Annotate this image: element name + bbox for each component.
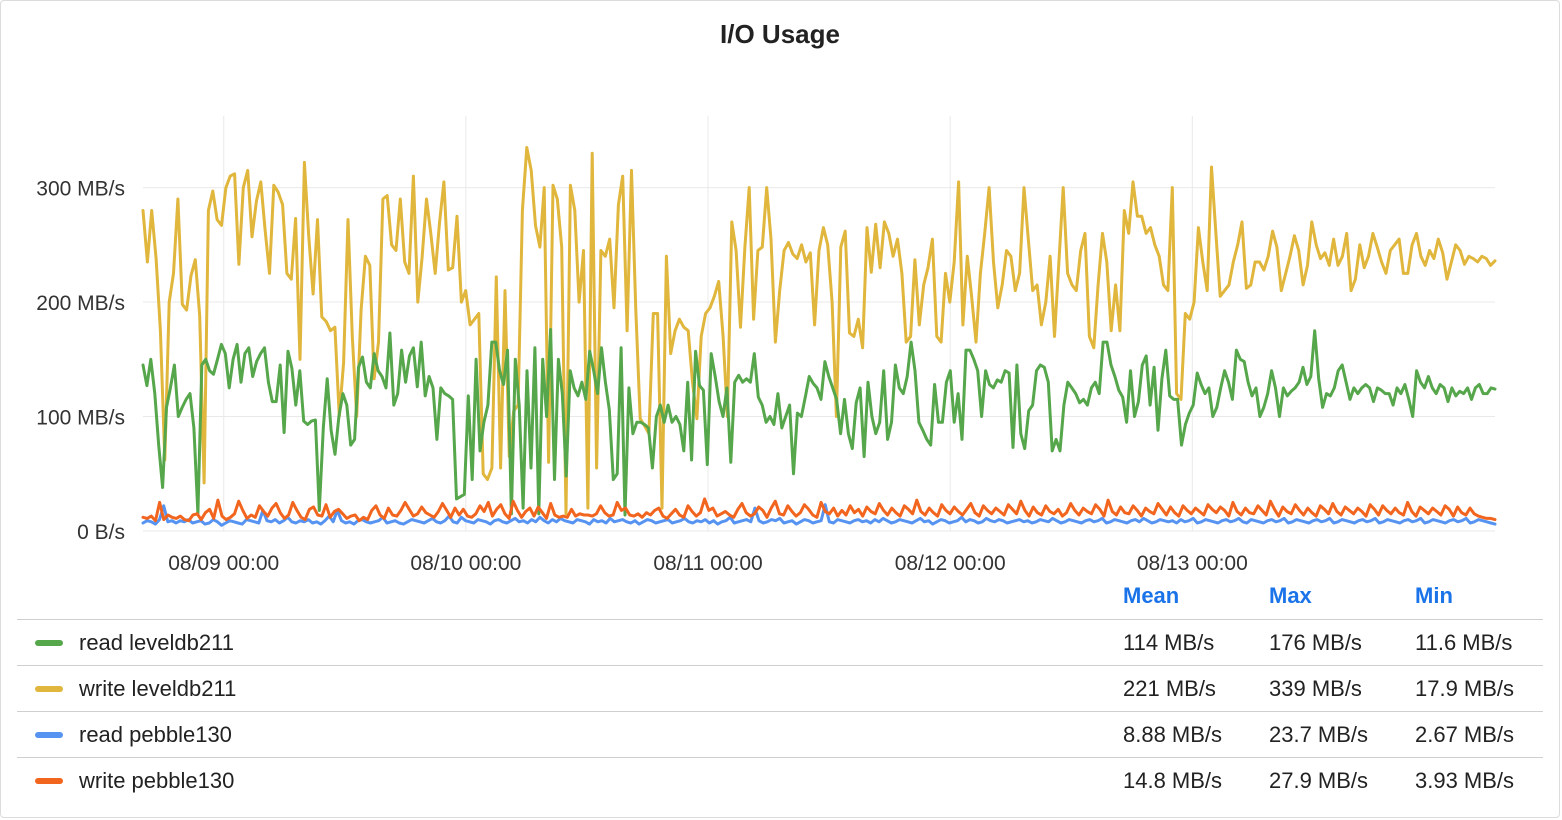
x-tick-label: 08/09 00:00 [168, 552, 279, 575]
legend-col-mean[interactable]: Mean [1123, 583, 1180, 608]
legend-row-write-leveldb211[interactable]: write leveldb211 221 MB/s 339 MB/s 17.9 … [17, 665, 1543, 711]
legend-row-read-pebble130[interactable]: read pebble130 8.88 MB/s 23.7 MB/s 2.67 … [17, 711, 1543, 757]
legend-max-value: 23.7 MB/s [1269, 722, 1369, 747]
legend-row-read-leveldb211[interactable]: read leveldb211 114 MB/s 176 MB/s 11.6 M… [17, 619, 1543, 665]
legend-col-min[interactable]: Min [1415, 583, 1453, 608]
legend-max-value: 27.9 MB/s [1269, 768, 1369, 793]
series-line-read-leveldb211[interactable] [141, 328, 1497, 517]
horizontal-gridlines [143, 187, 1495, 532]
legend-mean-value: 14.8 MB/s [1123, 768, 1223, 793]
series-line-write-pebble130[interactable] [141, 497, 1497, 523]
legend-swatch-write-pebble130 [35, 778, 63, 784]
legend-swatch-read-leveldb211 [35, 640, 63, 646]
line-chart: 0 B/s 100 MB/s 200 MB/s 300 MB/s 08/09 00:0… [36, 116, 1497, 575]
y-tick-label: 100 MB/s [36, 407, 125, 430]
legend-table: Mean Max Min read leveldb211 114 MB/s 17… [17, 579, 1543, 803]
chart-title: I/O Usage [720, 19, 840, 49]
x-tick-label: 08/10 00:00 [410, 552, 521, 575]
x-tick-label: 08/13 00:00 [1137, 552, 1248, 575]
x-tick-label: 08/11 00:00 [653, 552, 762, 575]
legend-min-value: 2.67 MB/s [1415, 722, 1515, 747]
legend-series-name[interactable]: write pebble130 [79, 768, 235, 793]
legend-min-value: 3.93 MB/s [1415, 768, 1515, 793]
legend-mean-value: 114 MB/s [1123, 630, 1215, 655]
legend-col-max[interactable]: Max [1269, 583, 1312, 608]
legend-header: Mean Max Min [17, 579, 1543, 619]
legend-max-value: 339 MB/s [1269, 676, 1362, 701]
x-tick-label: 08/12 00:00 [895, 552, 1006, 575]
legend-swatch-write-leveldb211 [35, 686, 63, 692]
legend-min-value: 11.6 MB/s [1415, 630, 1513, 655]
y-tick-label: 200 MB/s [36, 292, 125, 315]
legend-row-write-pebble130[interactable]: write pebble130 14.8 MB/s 27.9 MB/s 3.93… [17, 757, 1543, 803]
y-tick-label: 0 B/s [77, 521, 125, 544]
legend-series-name[interactable]: read leveldb211 [79, 630, 234, 655]
legend-mean-value: 221 MB/s [1123, 676, 1216, 701]
legend-swatch-read-pebble130 [35, 732, 63, 738]
series-lines [141, 146, 1497, 527]
legend-min-value: 17.9 MB/s [1415, 676, 1515, 701]
series-line-write-leveldb211[interactable] [141, 146, 1497, 516]
x-axis-tick-labels: 08/09 00:00 08/10 00:00 08/11 00:00 08/12 0… [168, 552, 1248, 575]
legend-max-value: 176 MB/s [1269, 630, 1362, 655]
series-line-read-pebble130[interactable] [141, 503, 1497, 527]
y-axis-tick-labels: 0 B/s 100 MB/s 200 MB/s 300 MB/s [36, 178, 125, 544]
legend-series-name[interactable]: write leveldb211 [79, 676, 237, 701]
vertical-gridlines [223, 116, 1193, 531]
legend-mean-value: 8.88 MB/s [1123, 722, 1223, 747]
y-tick-label: 300 MB/s [36, 178, 125, 201]
legend-series-name[interactable]: read pebble130 [79, 722, 232, 747]
